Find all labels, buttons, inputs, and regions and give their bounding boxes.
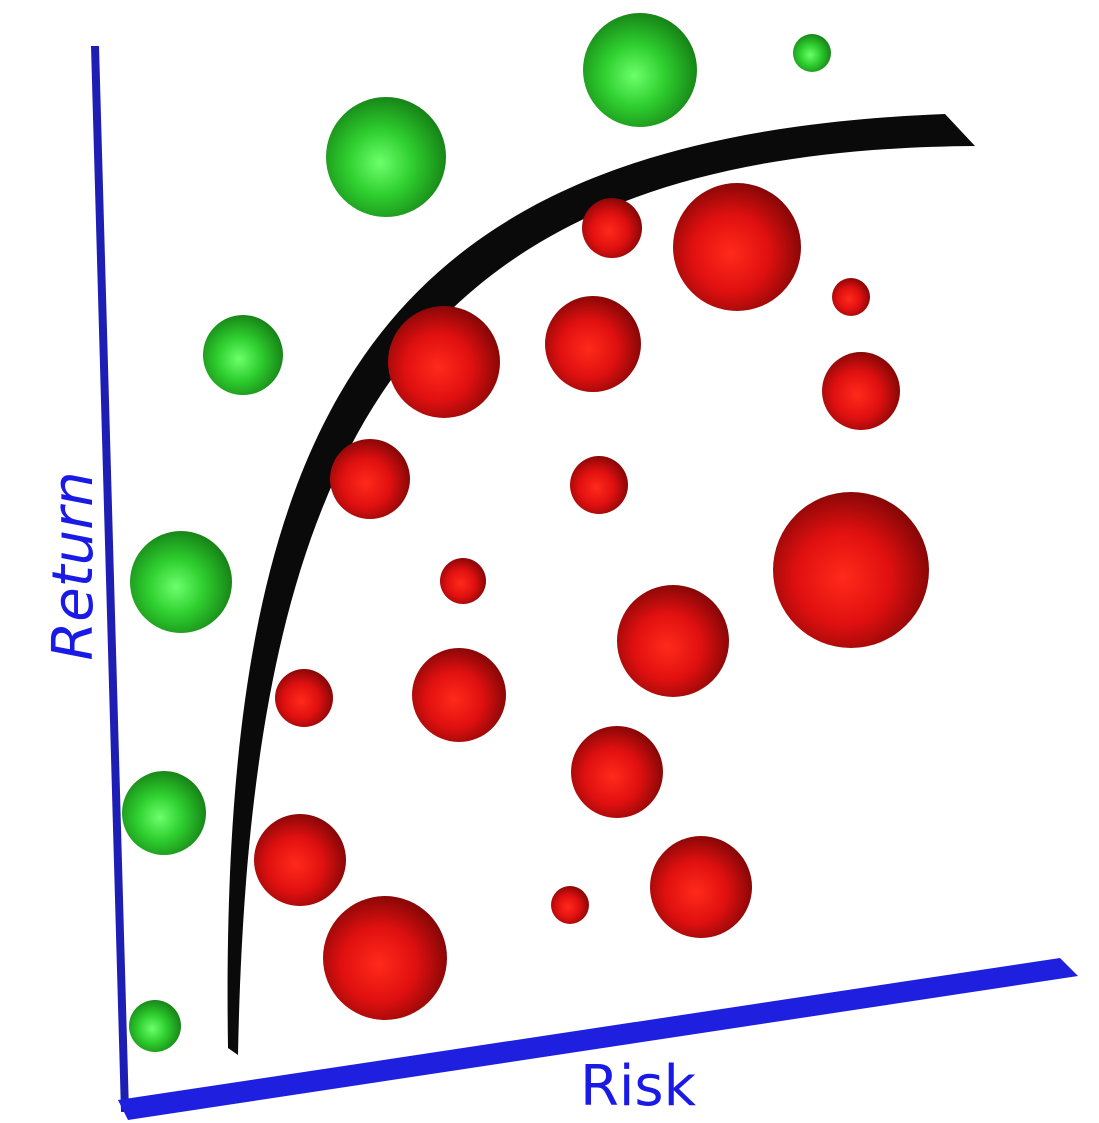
- red-sphere: [570, 456, 628, 514]
- red-sphere: [673, 183, 801, 311]
- green-sphere: [583, 13, 697, 127]
- red-sphere: [617, 585, 729, 697]
- x-axis: [118, 958, 1078, 1120]
- green-sphere: [129, 1000, 181, 1052]
- y-axis-label: Return: [41, 471, 106, 660]
- red-sphere: [773, 492, 929, 648]
- red-sphere: [254, 814, 346, 906]
- red-sphere: [388, 306, 500, 418]
- red-sphere: [832, 278, 870, 316]
- red-sphere: [551, 886, 589, 924]
- green-sphere: [793, 34, 831, 72]
- red-sphere: [545, 296, 641, 392]
- green-sphere: [130, 531, 232, 633]
- red-sphere: [822, 352, 900, 430]
- green-sphere: [122, 771, 206, 855]
- red-sphere: [650, 836, 752, 938]
- green-sphere: [203, 315, 283, 395]
- x-axis-label: Risk: [580, 1054, 697, 1119]
- spheres: [122, 13, 929, 1052]
- red-sphere: [582, 198, 642, 258]
- green-sphere: [326, 97, 446, 217]
- red-sphere: [275, 669, 333, 727]
- red-sphere: [330, 439, 410, 519]
- red-sphere: [412, 648, 506, 742]
- red-sphere: [571, 726, 663, 818]
- y-axis: [91, 46, 129, 1112]
- red-sphere: [323, 896, 447, 1020]
- red-sphere: [440, 558, 486, 604]
